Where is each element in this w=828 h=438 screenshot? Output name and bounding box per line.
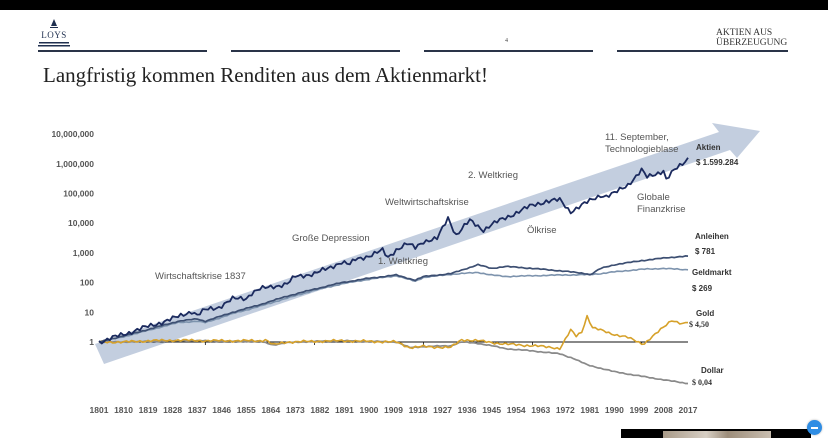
y-tick-label: 100 <box>80 278 94 288</box>
x-tick-label: 1882 <box>310 405 329 415</box>
x-tick-label: 1936 <box>458 405 477 415</box>
series-line-gold <box>98 314 688 351</box>
series-line-dollar <box>98 339 688 385</box>
video-thumbnail <box>663 431 771 438</box>
y-tick-label: 10,000,000 <box>51 129 94 139</box>
header-divider <box>38 50 207 52</box>
annotation-weltwirtschaftskrise: Weltwirtschaftskrise <box>385 197 469 208</box>
minimize-button[interactable] <box>807 420 822 435</box>
series-label-geldmarkt: Geldmarkt <box>692 268 732 277</box>
x-tick-label: 1927 <box>433 405 452 415</box>
annotation-finanzkrise: Finanzkrise <box>637 204 686 215</box>
series-line-anleihen <box>98 255 689 343</box>
series-value-aktien: $ 1.599.284 <box>696 158 739 167</box>
x-tick-label: 1846 <box>212 405 231 415</box>
series-lines <box>98 157 689 385</box>
x-tick-label: 1963 <box>531 405 550 415</box>
y-tick-label: 100,000 <box>63 189 94 199</box>
x-tick-label: 1819 <box>139 405 158 415</box>
x-tick-label: 1891 <box>335 405 354 415</box>
slide-title: Langfristig kommen Renditen aus dem Akti… <box>43 63 488 87</box>
annotation-globale: Globale <box>637 192 670 203</box>
x-tick-label: 1855 <box>237 405 256 415</box>
x-tick-label: 1837 <box>188 405 207 415</box>
series-value-anleihen: $ 781 <box>695 247 716 256</box>
x-tick-label: 1900 <box>359 405 378 415</box>
y-tick-label: 1,000,000 <box>56 159 94 169</box>
tagline-line-2: ÜBERZEUGUNG <box>716 38 788 48</box>
tagline-line-1: AKTIEN AUS <box>716 28 773 38</box>
x-tick-label: 2008 <box>654 405 673 415</box>
annotation-11-september: 11. September, <box>605 132 669 143</box>
header-divider <box>231 50 400 52</box>
x-tick-label: 1801 <box>90 405 109 415</box>
series-label-dollar: Dollar <box>701 366 724 375</box>
x-tick-label: 1972 <box>556 405 575 415</box>
x-tick-label: 1981 <box>580 405 599 415</box>
y-tick-label: 1,000 <box>73 248 95 258</box>
header-divider <box>424 50 593 52</box>
annotation-1-weltkrieg: 1. Weltkrieg <box>378 256 428 267</box>
annotation-technologieblase: Technologieblase <box>605 144 678 155</box>
series-label-aktien: Aktien <box>696 143 721 152</box>
page-number: 4 <box>505 38 508 44</box>
y-tick-label: 10 <box>85 307 95 317</box>
series-value-dollar: $ 0,04 <box>692 378 712 387</box>
series-label-gold: Gold <box>696 309 714 318</box>
loys-logo: LOYS <box>38 18 70 48</box>
y-tick-label: 1 <box>89 337 94 347</box>
annotation-oelkrise: Ölkrise <box>527 225 557 236</box>
y-tick-label: 10,000 <box>68 218 94 228</box>
x-tick-label: 1990 <box>605 405 624 415</box>
x-tick-label: 1999 <box>629 405 648 415</box>
x-tick-label: 1864 <box>261 405 280 415</box>
x-tick-label: 1909 <box>384 405 403 415</box>
annotation-2-weltkrieg: 2. Weltkrieg <box>468 170 518 181</box>
video-preview-strip[interactable] <box>621 429 811 438</box>
series-value-geldmarkt: $ 269 <box>692 284 713 293</box>
x-tick-label: 2017 <box>679 405 698 415</box>
logo-text: LOYS <box>41 30 67 40</box>
x-tick-label: 1873 <box>286 405 305 415</box>
series-line-aktien <box>98 157 689 345</box>
x-tick-label: 1954 <box>507 405 526 415</box>
x-tick-label: 1810 <box>114 405 133 415</box>
x-axis-ticks: 1801 1810 1819 1828 1837 1846 1855 1864 1873 1882… <box>90 405 698 415</box>
x-tick-label: 1918 <box>409 405 428 415</box>
tagline: AKTIEN AUS ÜBERZEUGUNG <box>716 28 787 48</box>
series-value-gold: $ 4,50 <box>689 320 709 329</box>
x-tick-label: 1828 <box>163 405 182 415</box>
y-axis-ticks: 10,000,000 1,000,000 100,000 10,000 1,000 100… <box>51 129 94 347</box>
top-black-bar <box>0 0 828 10</box>
series-label-anleihen: Anleihen <box>695 232 729 241</box>
annotation-wirtschaftskrise-1837: Wirtschaftskrise 1837 <box>155 271 246 282</box>
header-divider <box>617 50 788 52</box>
annotation-grosse-depression: Große Depression <box>292 233 370 244</box>
pyramid-logo-icon <box>38 19 70 47</box>
x-tick-label: 1945 <box>482 405 501 415</box>
